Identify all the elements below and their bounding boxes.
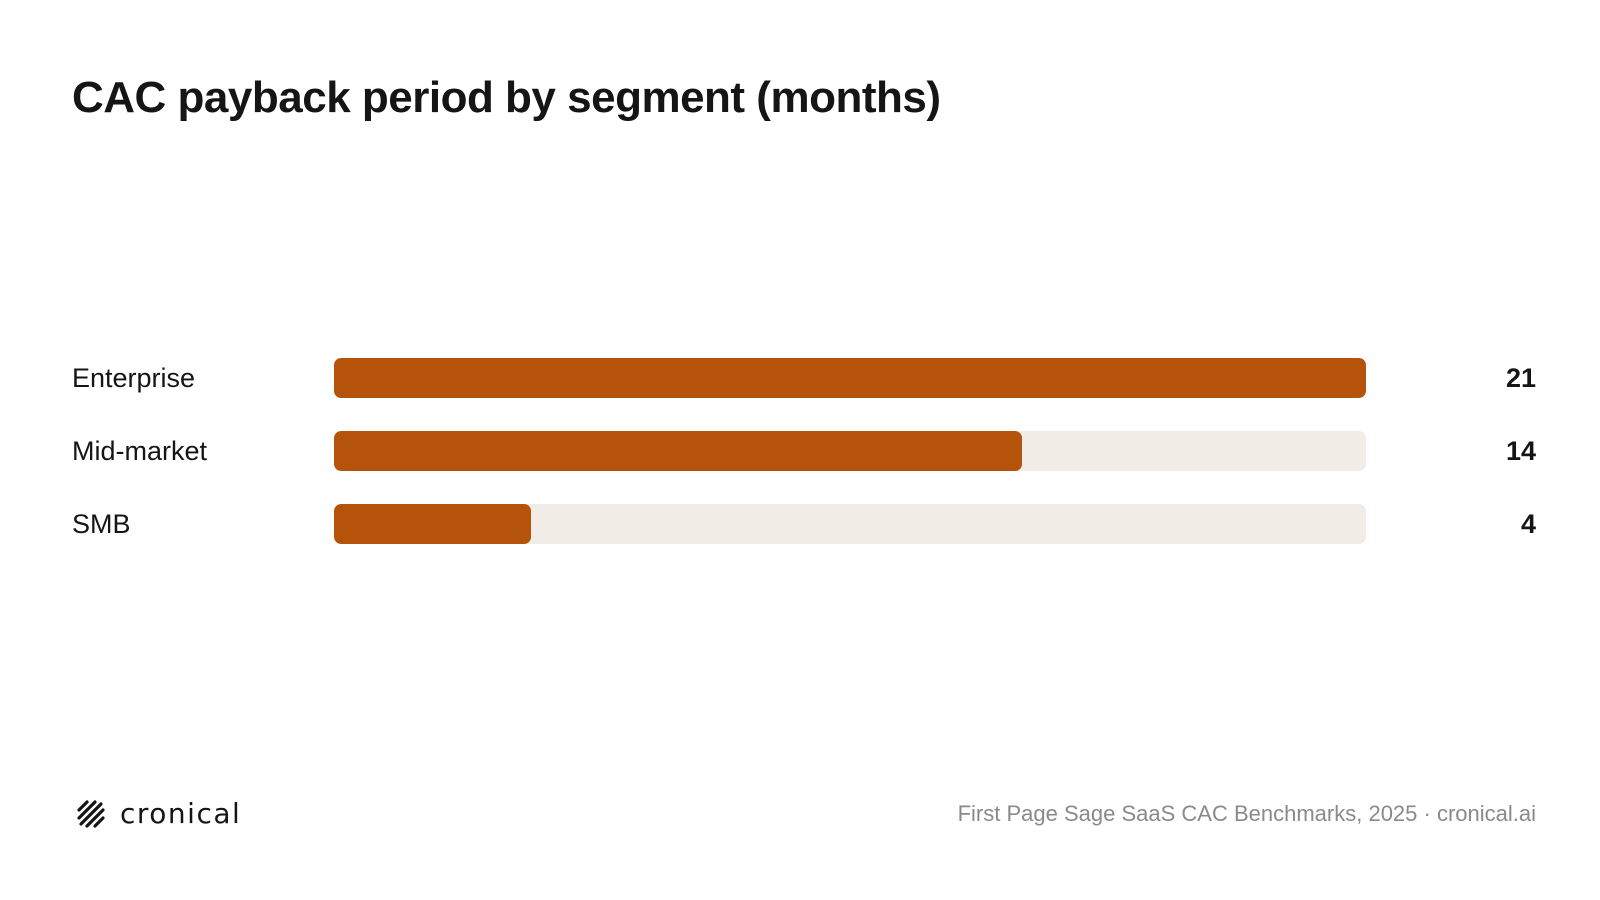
bar-row: SMB 4 — [0, 504, 1600, 544]
value-label: 4 — [1520, 509, 1536, 539]
bar-row: Mid-market 14 — [0, 431, 1600, 471]
bar-track — [334, 431, 1366, 471]
bar — [334, 431, 1022, 471]
value-label: 21 — [1505, 363, 1536, 393]
value-label: 14 — [1505, 436, 1536, 466]
bar-track — [334, 504, 1366, 544]
bar — [334, 358, 1366, 398]
brand-name: cronical — [120, 797, 242, 830]
category-label: SMB — [72, 509, 131, 539]
brand-logo: cronical — [76, 797, 241, 831]
category-label: Mid-market — [72, 436, 208, 466]
cronical-logo-icon — [77, 800, 105, 828]
bar — [334, 504, 531, 544]
bar-row: Enterprise 21 — [0, 358, 1600, 398]
chart-title: CAC payback period by segment (months) — [72, 73, 941, 122]
source-note: First Page Sage SaaS CAC Benchmarks, 202… — [957, 801, 1536, 826]
bar-track — [334, 358, 1366, 398]
category-label: Enterprise — [72, 363, 196, 393]
